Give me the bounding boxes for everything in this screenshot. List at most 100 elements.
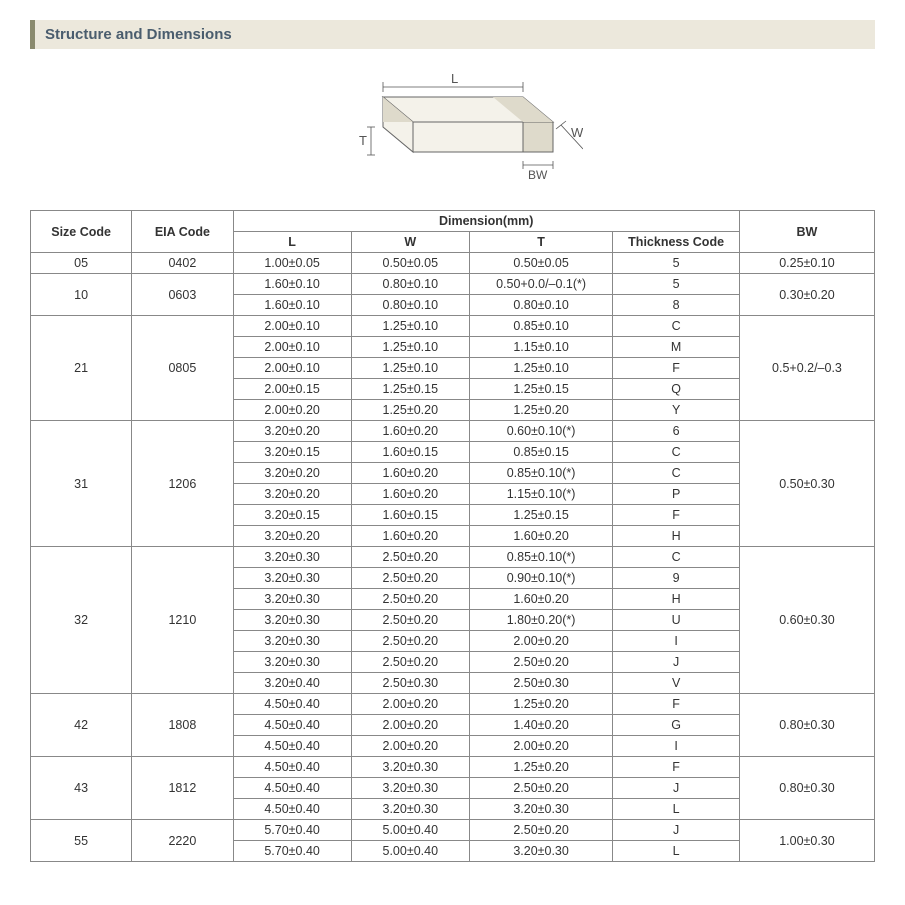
cell-L: 2.00±0.20 bbox=[233, 400, 351, 421]
cell-W: 1.60±0.15 bbox=[351, 505, 469, 526]
cell-TC: V bbox=[613, 673, 740, 694]
cell-bw: 0.25±0.10 bbox=[739, 253, 874, 274]
cell-T: 1.25±0.15 bbox=[469, 505, 612, 526]
cell-bw: 1.00±0.30 bbox=[739, 820, 874, 862]
cell-TC: P bbox=[613, 484, 740, 505]
cell-L: 4.50±0.40 bbox=[233, 715, 351, 736]
cell-TC: C bbox=[613, 442, 740, 463]
dim-label-L: L bbox=[451, 71, 458, 86]
cell-W: 5.00±0.40 bbox=[351, 820, 469, 841]
cell-TC: H bbox=[613, 526, 740, 547]
cell-TC: L bbox=[613, 799, 740, 820]
col-bw: BW bbox=[739, 211, 874, 253]
cell-L: 1.60±0.10 bbox=[233, 295, 351, 316]
col-size: Size Code bbox=[31, 211, 132, 253]
cell-T: 3.20±0.30 bbox=[469, 799, 612, 820]
cell-L: 3.20±0.30 bbox=[233, 589, 351, 610]
col-T: T bbox=[469, 232, 612, 253]
cell-T: 2.00±0.20 bbox=[469, 631, 612, 652]
cell-L: 4.50±0.40 bbox=[233, 757, 351, 778]
cell-W: 2.00±0.20 bbox=[351, 715, 469, 736]
cell-W: 1.60±0.20 bbox=[351, 421, 469, 442]
cell-L: 3.20±0.30 bbox=[233, 631, 351, 652]
cell-TC: C bbox=[613, 316, 740, 337]
cell-W: 0.80±0.10 bbox=[351, 295, 469, 316]
cell-size: 32 bbox=[31, 547, 132, 694]
cell-TC: 9 bbox=[613, 568, 740, 589]
cell-T: 0.85±0.10(*) bbox=[469, 547, 612, 568]
cell-W: 2.50±0.30 bbox=[351, 673, 469, 694]
cell-L: 4.50±0.40 bbox=[233, 694, 351, 715]
cell-W: 1.60±0.15 bbox=[351, 442, 469, 463]
cell-T: 2.50±0.20 bbox=[469, 652, 612, 673]
cell-L: 3.20±0.20 bbox=[233, 526, 351, 547]
cell-W: 0.80±0.10 bbox=[351, 274, 469, 295]
cell-TC: C bbox=[613, 547, 740, 568]
cell-size: 31 bbox=[31, 421, 132, 547]
cell-TC: J bbox=[613, 778, 740, 799]
cell-L: 2.00±0.15 bbox=[233, 379, 351, 400]
cell-T: 1.25±0.20 bbox=[469, 400, 612, 421]
cell-W: 1.25±0.10 bbox=[351, 316, 469, 337]
col-L: L bbox=[233, 232, 351, 253]
cell-L: 2.00±0.10 bbox=[233, 316, 351, 337]
cell-size: 55 bbox=[31, 820, 132, 862]
cell-L: 5.70±0.40 bbox=[233, 820, 351, 841]
component-diagram: L W T BW bbox=[30, 57, 875, 200]
cell-L: 3.20±0.30 bbox=[233, 610, 351, 631]
cell-W: 2.50±0.20 bbox=[351, 568, 469, 589]
cell-L: 4.50±0.40 bbox=[233, 778, 351, 799]
table-row: 3212103.20±0.302.50±0.200.85±0.10(*)C0.6… bbox=[31, 547, 875, 568]
cell-bw: 0.80±0.30 bbox=[739, 757, 874, 820]
col-eia: EIA Code bbox=[132, 211, 233, 253]
cell-W: 2.50±0.20 bbox=[351, 631, 469, 652]
cell-eia: 0402 bbox=[132, 253, 233, 274]
cell-L: 3.20±0.30 bbox=[233, 652, 351, 673]
cell-TC: F bbox=[613, 505, 740, 526]
cell-T: 2.50±0.30 bbox=[469, 673, 612, 694]
cell-W: 1.25±0.10 bbox=[351, 358, 469, 379]
cell-size: 05 bbox=[31, 253, 132, 274]
cell-T: 1.15±0.10 bbox=[469, 337, 612, 358]
cell-L: 4.50±0.40 bbox=[233, 799, 351, 820]
cell-T: 1.60±0.20 bbox=[469, 589, 612, 610]
cell-W: 1.25±0.20 bbox=[351, 400, 469, 421]
cell-TC: M bbox=[613, 337, 740, 358]
cell-eia: 1812 bbox=[132, 757, 233, 820]
cell-eia: 1210 bbox=[132, 547, 233, 694]
cell-W: 1.60±0.20 bbox=[351, 526, 469, 547]
cell-W: 3.20±0.30 bbox=[351, 778, 469, 799]
cell-L: 5.70±0.40 bbox=[233, 841, 351, 862]
cell-L: 3.20±0.30 bbox=[233, 568, 351, 589]
cell-TC: G bbox=[613, 715, 740, 736]
cell-L: 1.60±0.10 bbox=[233, 274, 351, 295]
cell-T: 0.85±0.15 bbox=[469, 442, 612, 463]
cell-TC: F bbox=[613, 358, 740, 379]
cell-W: 0.50±0.05 bbox=[351, 253, 469, 274]
cell-bw: 0.80±0.30 bbox=[739, 694, 874, 757]
table-row: 3112063.20±0.201.60±0.200.60±0.10(*)60.5… bbox=[31, 421, 875, 442]
cell-W: 1.60±0.20 bbox=[351, 463, 469, 484]
cell-T: 1.80±0.20(*) bbox=[469, 610, 612, 631]
cell-eia: 0805 bbox=[132, 316, 233, 421]
table-row: 4318124.50±0.403.20±0.301.25±0.20F0.80±0… bbox=[31, 757, 875, 778]
cell-TC: Y bbox=[613, 400, 740, 421]
cell-L: 3.20±0.40 bbox=[233, 673, 351, 694]
cell-TC: J bbox=[613, 652, 740, 673]
cell-eia: 0603 bbox=[132, 274, 233, 316]
cell-T: 3.20±0.30 bbox=[469, 841, 612, 862]
cell-T: 0.85±0.10(*) bbox=[469, 463, 612, 484]
cell-TC: I bbox=[613, 631, 740, 652]
cell-W: 3.20±0.30 bbox=[351, 757, 469, 778]
cell-W: 2.50±0.20 bbox=[351, 589, 469, 610]
cell-T: 0.60±0.10(*) bbox=[469, 421, 612, 442]
cell-W: 2.00±0.20 bbox=[351, 694, 469, 715]
cell-T: 2.50±0.20 bbox=[469, 778, 612, 799]
cell-T: 1.60±0.20 bbox=[469, 526, 612, 547]
cell-TC: 5 bbox=[613, 274, 740, 295]
table-row: 4218084.50±0.402.00±0.201.25±0.20F0.80±0… bbox=[31, 694, 875, 715]
col-W: W bbox=[351, 232, 469, 253]
cell-L: 1.00±0.05 bbox=[233, 253, 351, 274]
cell-TC: Q bbox=[613, 379, 740, 400]
cell-bw: 0.50±0.30 bbox=[739, 421, 874, 547]
